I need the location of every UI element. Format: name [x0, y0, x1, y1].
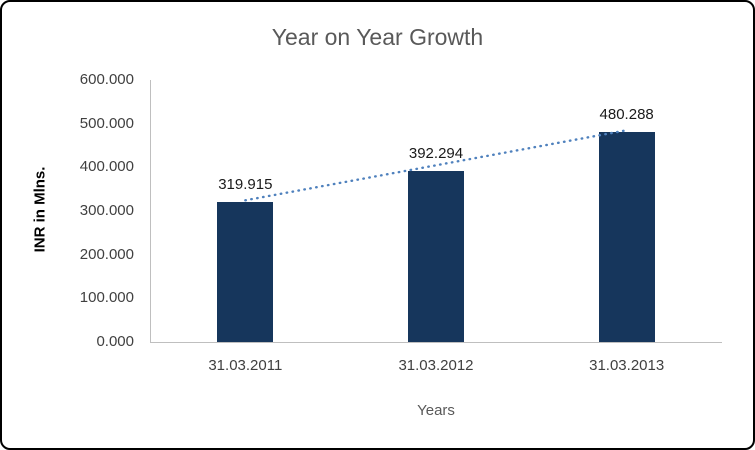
- x-axis-tick-labels: 31.03.2011 31.03.2012 31.03.2013: [2, 357, 753, 379]
- x-tick-label: 31.03.2013: [589, 357, 665, 374]
- x-tick-label: 31.03.2012: [398, 357, 474, 374]
- bar-31.03.2012: [408, 170, 464, 342]
- y-axis-line: [150, 80, 151, 342]
- y-tick-label: 100.000: [79, 289, 134, 307]
- y-tick-label: 500.000: [79, 114, 134, 132]
- x-axis-line: [150, 342, 722, 343]
- y-tick-label: 200.000: [79, 245, 134, 263]
- bar-31.03.2011: [217, 202, 274, 342]
- x-axis-title: Years: [417, 402, 455, 419]
- chart-title: Year on Year Growth: [271, 24, 484, 50]
- data-label: 480.288: [599, 106, 654, 124]
- bar-31.03.2013: [598, 132, 655, 342]
- y-tick-label: 600.000: [79, 71, 134, 88]
- y-tick-label: 300.000: [79, 202, 134, 219]
- y-tick-label: 0.000: [96, 333, 134, 350]
- data-label: 319.915: [218, 176, 273, 194]
- x-tick-label: 31.03.2011: [208, 357, 283, 374]
- data-label: 392.294: [408, 144, 464, 162]
- y-tick-label: 400.000: [79, 158, 134, 176]
